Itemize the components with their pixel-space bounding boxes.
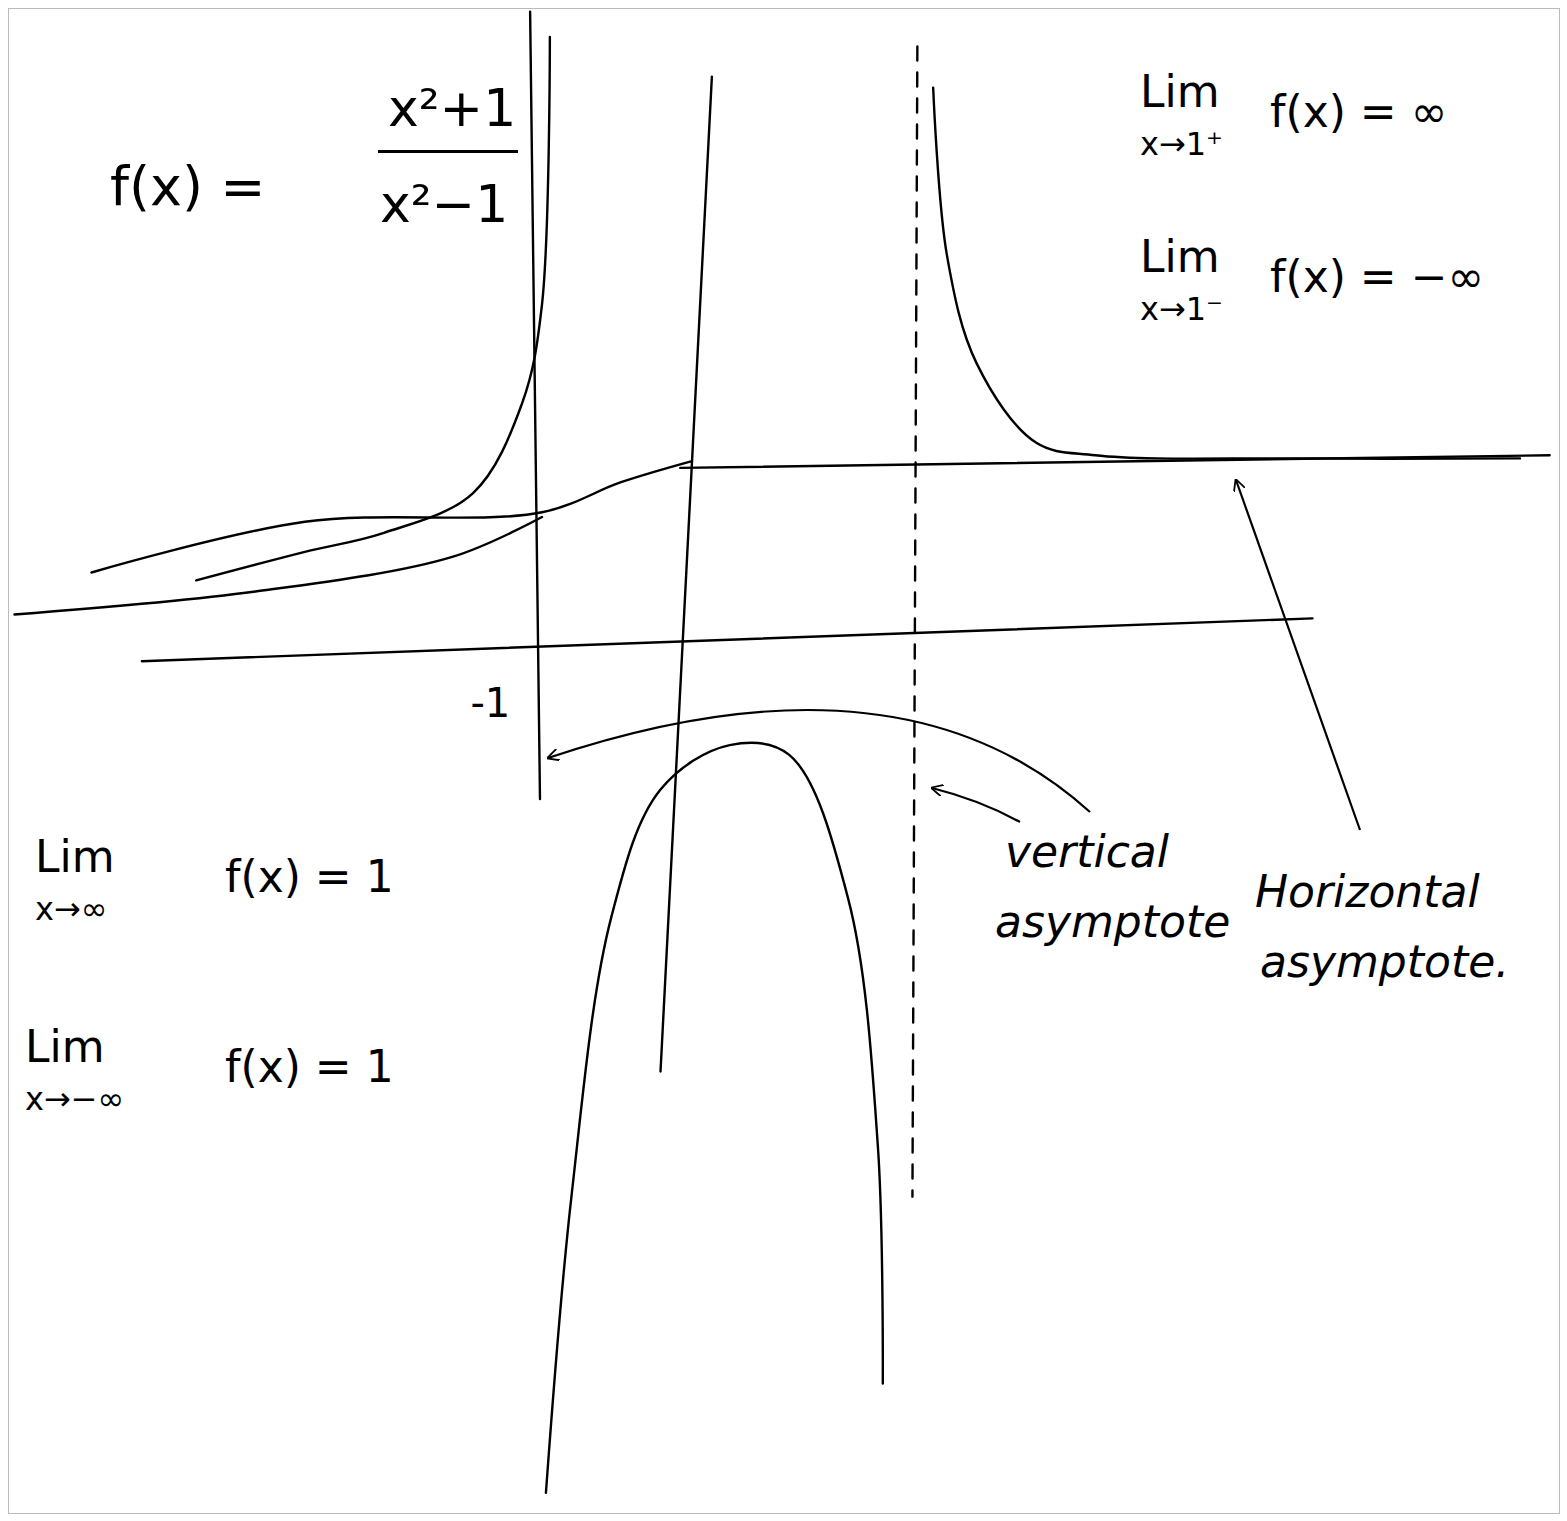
html-text:Lim: Lim <box>25 1021 105 1072</box>
html-text:Lim: Lim <box>1140 231 1220 282</box>
html-text:Lim: Lim <box>1140 66 1220 117</box>
html-text:x²+1: x²+1 <box>388 78 517 138</box>
html-text:f(x) = ∞: f(x) = ∞ <box>1270 86 1448 137</box>
html-text:Lim: Lim <box>35 831 115 882</box>
html-text:x→1⁺: x→1⁺ <box>1140 125 1223 163</box>
html-text:f(x) = 1: f(x) = 1 <box>225 851 394 902</box>
html-text:f(x) = −∞: f(x) = −∞ <box>1270 251 1485 302</box>
html-text:x→−∞: x→−∞ <box>25 1080 125 1118</box>
html-text:f(x) =: f(x) = <box>110 155 266 218</box>
html-text:asymptote.: asymptote. <box>1260 936 1510 987</box>
html-text:x→∞: x→∞ <box>35 890 108 928</box>
svg-text:-1: -1 <box>470 680 510 726</box>
html-text:Horizontal: Horizontal <box>1255 866 1480 917</box>
html-text:x²−1: x²−1 <box>380 174 509 234</box>
html-text:vertical: vertical <box>1005 826 1170 877</box>
html-text:asymptote: asymptote <box>995 896 1231 947</box>
html-text:x→1⁻: x→1⁻ <box>1140 290 1223 328</box>
html-text:f(x) = 1: f(x) = 1 <box>225 1041 394 1092</box>
